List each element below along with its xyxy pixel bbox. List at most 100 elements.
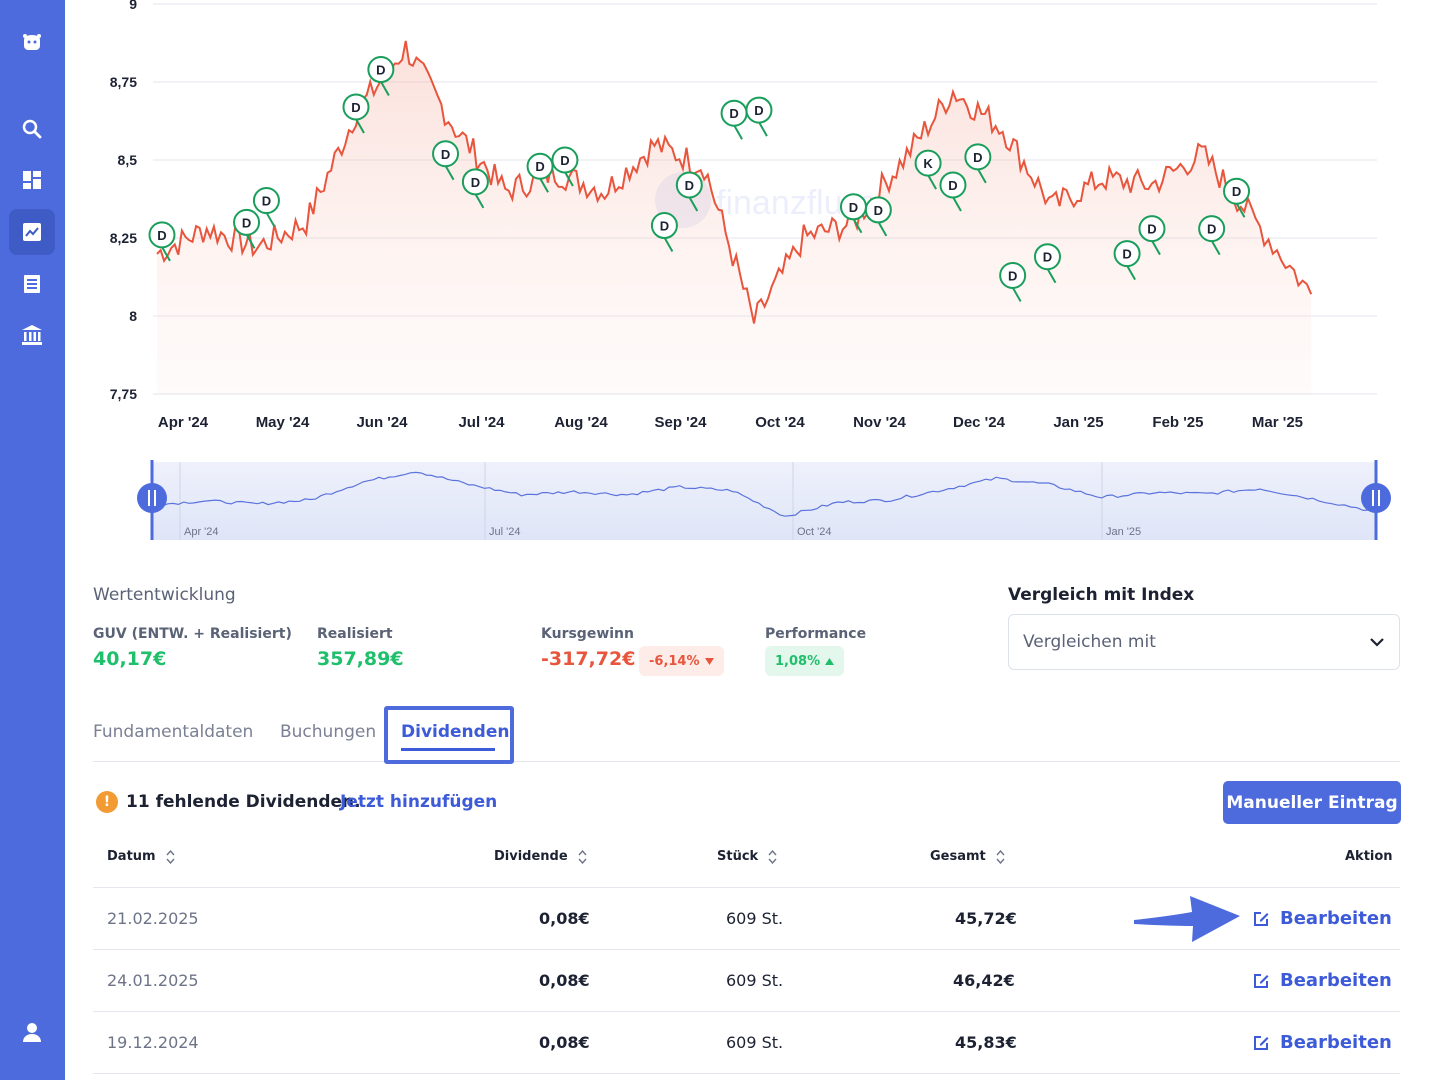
edit-button[interactable]: Bearbeiten (1252, 970, 1392, 991)
marker-stem (265, 212, 276, 228)
header-pieces-label: Stück (717, 849, 759, 864)
dividend-marker: D (432, 140, 460, 181)
dividend-marker: D (675, 171, 703, 212)
dividend-marker: D (1198, 215, 1226, 256)
tab-active-underline (401, 748, 495, 751)
column-header-total[interactable]: Gesamt (930, 849, 1005, 864)
table-divider (93, 1073, 1400, 1074)
marker-label: D (535, 159, 544, 174)
performance-percent: 1,08% (775, 653, 821, 669)
row-pieces: 609 St. (726, 1033, 784, 1052)
edit-icon (1254, 911, 1269, 926)
price-chart[interactable]: 9 8,75 8,5 8,25 8 7,75 Apr '24 May '24 Jun '24 J… (65, 0, 1429, 560)
dividend-marker: D (1138, 215, 1166, 256)
add-now-link[interactable]: Jetzt hinzufügen (340, 792, 498, 812)
x-tick-label: Feb '25 (1152, 414, 1203, 431)
x-tick-label: Mar '25 (1252, 414, 1303, 431)
marker-circle (1033, 243, 1061, 271)
compare-title: Vergleich mit Index (1008, 585, 1195, 605)
bank-icon[interactable] (9, 312, 55, 358)
row-date: 24.01.2025 (107, 971, 199, 990)
row-pieces: 609 St. (726, 909, 784, 928)
edit-label: Bearbeiten (1280, 908, 1392, 929)
navigator-label: Apr '24 (184, 526, 219, 538)
compare-index-select[interactable]: Vergleichen mit (1008, 614, 1400, 670)
marker-label: K (923, 156, 933, 171)
range-handle-right[interactable] (1361, 483, 1391, 513)
column-header-dividend[interactable]: Dividende (494, 849, 587, 864)
stat-guv-label: GUV (ENTW. + Realisiert) (93, 626, 292, 642)
navigator-label: Oct '24 (797, 526, 832, 538)
tab-fundamentals[interactable]: Fundamentaldaten (93, 722, 254, 742)
marker-label: D (1207, 222, 1216, 237)
warning-icon: ! (96, 791, 118, 813)
marker-circle (864, 196, 892, 224)
x-tick-label: Dec '24 (953, 414, 1006, 431)
marker-stem (161, 246, 171, 262)
stat-kurs-value: -317,72€ (541, 648, 636, 670)
sort-icon (578, 849, 587, 864)
edit-icon (1254, 973, 1269, 988)
dividend-marker: D (342, 93, 370, 134)
marker-label: D (1122, 247, 1131, 262)
edit-icon (1254, 1035, 1269, 1050)
marker-circle (914, 149, 942, 177)
marker-circle (342, 93, 370, 121)
marker-circle (148, 221, 176, 249)
chart-icon[interactable] (9, 209, 55, 255)
dividend-marker: D (964, 143, 992, 184)
triangle-up-icon (825, 657, 835, 665)
edit-button[interactable]: Bearbeiten (1252, 908, 1392, 929)
list-icon[interactable] (9, 261, 55, 307)
kurs-percent-badge: -6,14% (639, 646, 724, 676)
marker-label: D (441, 147, 450, 162)
row-date: 21.02.2025 (107, 909, 199, 928)
marker-label: D (948, 178, 957, 193)
stat-performance-label: Performance (765, 626, 867, 642)
range-handle-left[interactable] (137, 483, 167, 513)
search-icon[interactable] (9, 106, 55, 152)
stat-guv: GUV (ENTW. + Realisiert) 40,17€ (93, 626, 292, 670)
performance-badge: 1,08% (765, 646, 845, 676)
x-tick-label: Nov '24 (853, 414, 906, 431)
dividend-marker: D (745, 96, 773, 137)
marker-circle (999, 261, 1027, 289)
section-title: Wertentwicklung (93, 585, 236, 605)
dividend-marker: D (461, 168, 489, 209)
dividend-marker: D (551, 146, 579, 187)
price-area (157, 40, 1312, 395)
marker-circle (1138, 215, 1166, 243)
manual-entry-button[interactable]: Manueller Eintrag (1223, 781, 1401, 824)
user-icon[interactable] (9, 1009, 55, 1055)
marker-circle (939, 171, 967, 199)
marker-stem (564, 171, 574, 187)
missing-dividends-text: 11 fehlende Dividenden. (126, 792, 361, 812)
dividend-marker: D (367, 56, 395, 97)
row-dividend: 0,08€ (539, 971, 590, 990)
range-navigator[interactable]: Apr '24 Jul '24 Oct '24 Jan '25 (137, 460, 1391, 540)
marker-label: D (660, 219, 669, 234)
tab-bookings[interactable]: Buchungen (280, 722, 377, 742)
column-header-date[interactable]: Datum (107, 849, 175, 864)
marker-label: D (1008, 268, 1017, 283)
marker-stem (379, 81, 390, 97)
y-tick-label: 7,75 (110, 386, 137, 402)
sort-icon (996, 849, 1005, 864)
marker-stem (927, 174, 937, 190)
marker-stem (733, 124, 743, 140)
edit-button[interactable]: Bearbeiten (1252, 1032, 1392, 1053)
dividend-marker: D (526, 152, 554, 193)
logo-icon[interactable] (9, 20, 55, 66)
x-tick-label: Sep '24 (655, 414, 708, 431)
marker-circle (252, 187, 280, 215)
marker-label: D (351, 100, 360, 115)
column-header-pieces[interactable]: Stück (717, 849, 777, 864)
x-tick-label: May '24 (256, 414, 310, 431)
navigator-label: Jul '24 (489, 526, 520, 538)
dashboard-icon[interactable] (9, 157, 55, 203)
tab-dividends[interactable]: Dividenden (401, 722, 510, 742)
row-dividend: 0,08€ (539, 909, 590, 928)
price-line (156, 40, 1313, 324)
x-tick-label: Apr '24 (158, 414, 209, 431)
column-header-action: Aktion (1345, 849, 1393, 864)
